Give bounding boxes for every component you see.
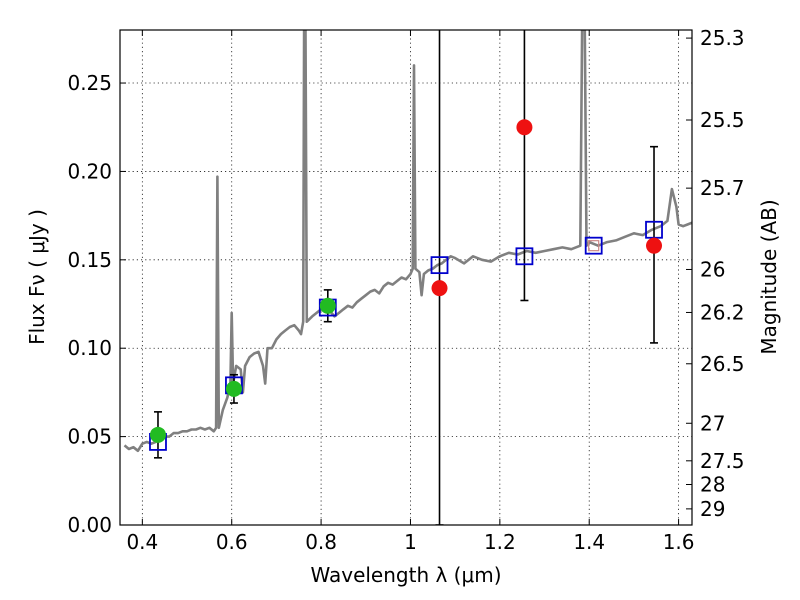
model-spectrum-line: [123, 30, 692, 453]
right-axis-title: Magnitude (AB): [757, 199, 781, 354]
x-tick-label: 1: [404, 530, 417, 554]
right-tick-label: 25.5: [700, 108, 745, 132]
right-tick-label: 25.3: [700, 26, 745, 50]
right-tick-label: 27.5: [700, 449, 745, 473]
plot-frame: [119, 29, 693, 526]
y-axis-title: Flux Fν ( μJy ): [25, 209, 49, 345]
y-tick-label: 0.20: [67, 159, 112, 183]
model-photometry-square: [515, 247, 534, 266]
y-tick-label: 0.00: [67, 513, 112, 537]
nondetection-point: [431, 280, 448, 297]
model-photometry-square: [430, 256, 449, 275]
axes-layer: 0.4 0.6 0.8 1 1.2 1.4 1.6 0.00 0.05 0.10 0.15 0.20 0…: [67, 26, 744, 554]
x-tick-label: 0.8: [305, 530, 337, 554]
model-photometry-square: [584, 236, 603, 255]
nondetection-point: [646, 237, 663, 254]
detection-point: [149, 426, 166, 443]
nondetection-point: [516, 119, 533, 136]
right-tick-label: 26.2: [700, 300, 745, 324]
x-tick-label: 0.4: [126, 530, 158, 554]
right-tick-label: 27: [700, 411, 725, 435]
detection-point: [319, 297, 336, 314]
detection-point: [225, 380, 242, 397]
x-tick-label: 1.2: [484, 530, 516, 554]
y-tick-label: 0.10: [67, 336, 112, 360]
model-photometry-inner-square: [588, 240, 600, 252]
right-tick-label: 25.7: [700, 176, 745, 200]
y-tick-label: 0.05: [67, 425, 112, 449]
x-tick-label: 1.4: [573, 530, 605, 554]
right-tick-label: 29: [700, 497, 725, 521]
right-tick-label: 26.5: [700, 352, 745, 376]
plot-layer: [123, 30, 692, 525]
y-tick-label: 0.15: [67, 248, 112, 272]
right-tick-label: 28: [700, 473, 725, 497]
x-tick-label: 0.6: [216, 530, 248, 554]
x-axis-title: Wavelength λ (μm): [310, 563, 501, 587]
x-tick-label: 1.6: [663, 530, 695, 554]
right-tick-label: 26: [700, 257, 725, 281]
y-tick-label: 0.25: [67, 71, 112, 95]
